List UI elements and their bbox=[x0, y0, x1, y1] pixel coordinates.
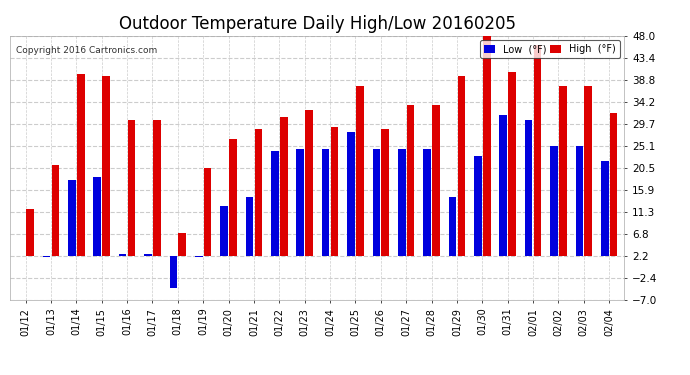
Bar bbox=[347, 132, 355, 256]
Bar bbox=[77, 74, 85, 256]
Bar bbox=[68, 180, 76, 256]
Bar bbox=[500, 115, 507, 256]
Text: Copyright 2016 Cartronics.com: Copyright 2016 Cartronics.com bbox=[17, 46, 158, 55]
Bar bbox=[525, 120, 533, 256]
Bar bbox=[246, 196, 253, 256]
Bar bbox=[280, 117, 288, 256]
Bar bbox=[356, 86, 364, 256]
Bar bbox=[271, 151, 279, 256]
Bar bbox=[195, 256, 203, 257]
Bar bbox=[534, 45, 542, 256]
Bar bbox=[331, 127, 338, 256]
Bar bbox=[306, 110, 313, 256]
Bar bbox=[322, 148, 329, 256]
Bar bbox=[26, 209, 34, 256]
Bar bbox=[407, 105, 415, 256]
Bar bbox=[119, 254, 126, 256]
Bar bbox=[144, 254, 152, 256]
Bar bbox=[584, 86, 592, 256]
Bar bbox=[204, 168, 211, 256]
Bar bbox=[220, 206, 228, 256]
Bar bbox=[102, 76, 110, 256]
Bar bbox=[457, 76, 465, 256]
Bar bbox=[424, 148, 431, 256]
Bar bbox=[170, 256, 177, 288]
Bar bbox=[448, 196, 456, 256]
Bar bbox=[601, 160, 609, 256]
Bar bbox=[297, 148, 304, 256]
Bar bbox=[179, 233, 186, 256]
Bar bbox=[509, 72, 516, 256]
Title: Outdoor Temperature Daily High/Low 20160205: Outdoor Temperature Daily High/Low 20160… bbox=[119, 15, 516, 33]
Bar bbox=[373, 148, 380, 256]
Bar bbox=[610, 112, 618, 256]
Bar bbox=[93, 177, 101, 256]
Bar bbox=[128, 120, 135, 256]
Bar bbox=[432, 105, 440, 256]
Bar bbox=[559, 86, 566, 256]
Legend: Low  (°F), High  (°F): Low (°F), High (°F) bbox=[480, 40, 620, 58]
Bar bbox=[474, 156, 482, 256]
Bar bbox=[483, 36, 491, 256]
Bar bbox=[153, 120, 161, 256]
Bar bbox=[255, 129, 262, 256]
Bar bbox=[52, 165, 59, 256]
Bar bbox=[229, 139, 237, 256]
Bar bbox=[43, 256, 50, 257]
Bar bbox=[575, 146, 583, 256]
Bar bbox=[398, 148, 406, 256]
Bar bbox=[382, 129, 389, 256]
Bar bbox=[550, 146, 558, 256]
